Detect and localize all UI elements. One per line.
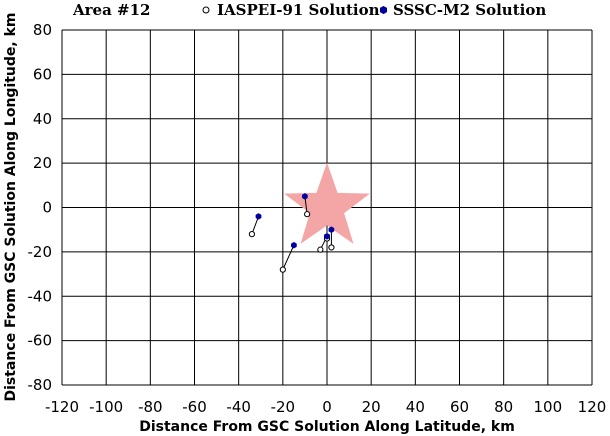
x-tick-label: -80 <box>138 398 163 416</box>
y-tick-label: -60 <box>28 332 53 350</box>
x-tick-label: -20 <box>271 398 296 416</box>
connector-line <box>251 216 260 235</box>
gsc-solution-star <box>284 162 370 244</box>
sssc-point <box>302 193 308 200</box>
x-tick-label: 0 <box>322 398 332 416</box>
iaspei-point <box>328 244 335 251</box>
x-tick-label: -100 <box>89 398 123 416</box>
reference-star <box>284 162 370 244</box>
y-tick-label: 80 <box>33 21 52 39</box>
sssc-point <box>255 213 262 220</box>
y-tick-label: 60 <box>33 65 52 83</box>
y-tick-label: 0 <box>42 199 52 217</box>
chart-title: Area #12 <box>72 1 150 19</box>
y-tick-label: 40 <box>33 110 52 128</box>
x-tick-label: 40 <box>406 398 425 416</box>
iaspei-point <box>304 211 311 218</box>
iaspei-point <box>248 231 256 238</box>
x-axis-title: Distance From GSC Solution Along Latitud… <box>139 419 515 435</box>
y-tick-label: 20 <box>33 154 52 172</box>
iaspei-point <box>279 266 286 273</box>
iaspei-point <box>317 246 324 253</box>
y-tick-label: -20 <box>28 243 53 261</box>
data-points <box>248 193 335 273</box>
x-tick-label: -120 <box>45 398 79 416</box>
x-tick-label: 100 <box>534 398 563 416</box>
legend-sssc-label: SSSC-M2 Solution <box>393 1 546 19</box>
sssc-point <box>291 241 297 249</box>
legend-iaspei-label: IASPEI-91 Solution <box>217 1 380 19</box>
x-tick-label: -40 <box>226 398 251 416</box>
y-tick-label: -40 <box>28 287 53 305</box>
x-tick-label: 20 <box>362 398 381 416</box>
x-tick-label: 60 <box>450 398 469 416</box>
legend-sssc-marker <box>380 5 387 15</box>
sssc-point <box>324 233 330 240</box>
x-tick-label: 80 <box>494 398 513 416</box>
x-tick-label: -60 <box>182 398 207 416</box>
x-tick-label: 120 <box>578 398 607 416</box>
legend-iaspei-marker <box>202 6 210 14</box>
y-tick-label: -80 <box>28 376 53 394</box>
sssc-point <box>328 226 335 233</box>
tick-labels: -120 -100 -80 -60 -40 -20 0 20 40 60 80 100 120 80 60 4… <box>28 21 607 416</box>
y-axis-title: Distance From GSC Solution Along Longitu… <box>3 12 19 401</box>
connector-line <box>282 245 295 270</box>
